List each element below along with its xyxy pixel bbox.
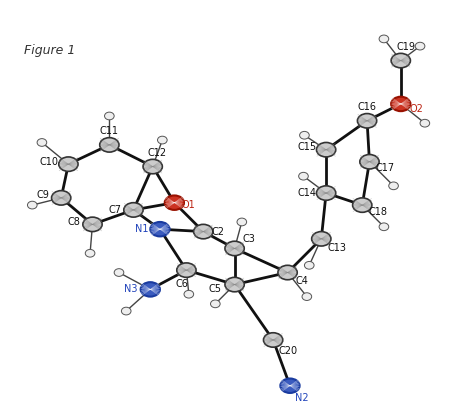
Ellipse shape [225, 277, 244, 292]
Ellipse shape [317, 186, 336, 200]
Text: C7: C7 [109, 205, 122, 215]
Ellipse shape [312, 232, 331, 246]
Ellipse shape [389, 182, 398, 190]
Ellipse shape [237, 218, 246, 226]
Text: C17: C17 [375, 163, 394, 173]
Ellipse shape [304, 261, 314, 269]
Ellipse shape [100, 138, 119, 152]
Text: C5: C5 [209, 284, 222, 294]
Text: C6: C6 [175, 278, 188, 288]
Text: C19: C19 [396, 42, 415, 52]
Ellipse shape [177, 263, 196, 277]
Ellipse shape [225, 241, 244, 256]
Text: N2: N2 [295, 393, 309, 403]
Text: O1: O1 [182, 200, 196, 210]
Ellipse shape [52, 190, 71, 205]
Ellipse shape [27, 201, 37, 209]
Text: N3: N3 [124, 284, 138, 294]
Text: C20: C20 [278, 346, 297, 356]
Text: O2: O2 [409, 104, 423, 114]
Ellipse shape [357, 114, 377, 128]
Ellipse shape [165, 195, 184, 210]
Ellipse shape [360, 154, 379, 169]
Ellipse shape [300, 132, 309, 139]
Ellipse shape [141, 282, 160, 297]
Ellipse shape [302, 293, 312, 300]
Text: C16: C16 [357, 103, 376, 112]
Ellipse shape [391, 97, 410, 111]
Ellipse shape [280, 378, 300, 393]
Ellipse shape [37, 139, 47, 146]
Text: C10: C10 [40, 157, 59, 167]
Ellipse shape [353, 198, 372, 212]
Ellipse shape [124, 203, 143, 217]
Ellipse shape [114, 269, 124, 276]
Ellipse shape [85, 249, 95, 257]
Ellipse shape [83, 217, 102, 232]
Ellipse shape [143, 159, 162, 174]
Ellipse shape [391, 54, 410, 68]
Text: C18: C18 [368, 208, 387, 217]
Ellipse shape [184, 290, 194, 298]
Text: C9: C9 [36, 190, 49, 200]
Text: Figure 1: Figure 1 [24, 44, 76, 57]
Ellipse shape [194, 225, 213, 239]
Text: C11: C11 [100, 127, 119, 137]
Ellipse shape [150, 222, 170, 237]
Text: C15: C15 [297, 142, 317, 152]
Ellipse shape [379, 223, 389, 231]
Ellipse shape [379, 35, 389, 43]
Ellipse shape [105, 112, 114, 120]
Ellipse shape [415, 42, 425, 50]
Text: C13: C13 [327, 244, 346, 254]
Ellipse shape [157, 136, 167, 144]
Ellipse shape [299, 172, 308, 180]
Ellipse shape [264, 333, 283, 347]
Text: C2: C2 [211, 227, 224, 237]
Text: N1: N1 [135, 224, 148, 234]
Ellipse shape [317, 142, 336, 157]
Text: C12: C12 [148, 148, 167, 158]
Text: C3: C3 [243, 234, 255, 244]
Ellipse shape [210, 300, 220, 308]
Ellipse shape [121, 307, 131, 315]
Ellipse shape [420, 120, 429, 127]
Text: C4: C4 [296, 276, 309, 286]
Ellipse shape [59, 157, 78, 171]
Ellipse shape [278, 265, 297, 280]
Text: C8: C8 [68, 217, 81, 227]
Text: C14: C14 [297, 188, 316, 198]
